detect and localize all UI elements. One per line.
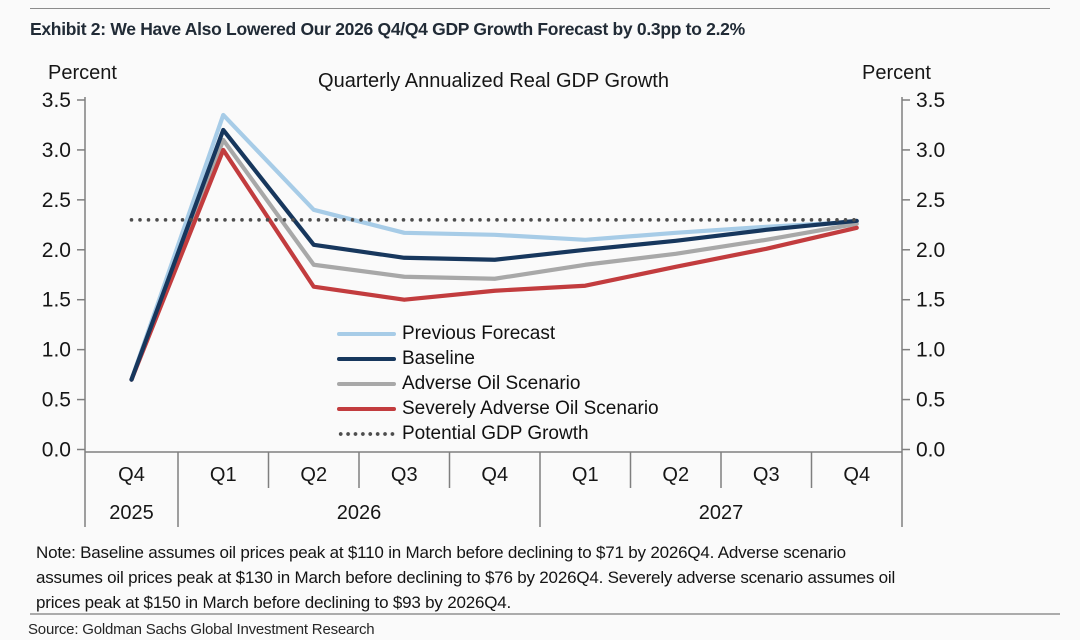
y-tick-label: 1.5 [916, 289, 945, 312]
legend-label: Baseline [402, 347, 475, 369]
legend-item-baseline: Baseline [337, 346, 659, 371]
legend-line-swatch [337, 356, 396, 361]
source-divider [30, 613, 1060, 615]
y-tick-label: 0.0 [42, 439, 71, 462]
legend-line-swatch [337, 381, 396, 386]
legend-item-adverse-oil-scenario: Adverse Oil Scenario [337, 371, 659, 396]
source-line: Source: Goldman Sachs Global Investment … [28, 621, 375, 638]
series-adverse-oil-scenario [129, 137, 859, 382]
left-axis-unit-label: Percent [48, 62, 117, 84]
y-tick-label: 3.5 [42, 89, 71, 112]
x-quarter-label: Q2 [300, 464, 327, 486]
x-quarter-label: Q4 [481, 464, 508, 486]
y-tick-label: 1.0 [42, 339, 71, 362]
y-tick-label: 0.5 [42, 389, 71, 412]
footnote-line: prices peak at $150 in March before decl… [36, 593, 512, 612]
x-quarter-label: Q1 [210, 464, 237, 486]
y-tick-label: 2.0 [916, 239, 945, 262]
x-quarter-label: Q3 [753, 464, 780, 486]
y-tick-label: 2.0 [42, 239, 71, 262]
y-tick-label: 0.5 [916, 389, 945, 412]
y-tick-label: 3.0 [42, 139, 71, 162]
legend-item-previous-forecast: Previous Forecast [337, 321, 659, 346]
footnote-line: assumes oil prices peak at $130 in March… [36, 568, 896, 587]
legend-label: Severely Adverse Oil Scenario [402, 397, 659, 419]
x-year-label: 2027 [699, 502, 744, 524]
x-axis-ticks: Q4 Q1 Q2 Q3 Q4 Q1 Q2 Q3 Q4 2025 2026 2027 [109, 452, 870, 527]
series-severely-adverse-oil-scenario [129, 147, 859, 382]
y-tick-label: 1.5 [42, 289, 71, 312]
exhibit-title: Exhibit 2: We Have Also Lowered Our 2026… [30, 19, 745, 39]
x-quarter-label: Q1 [572, 464, 599, 486]
legend-label: Potential GDP Growth [402, 422, 589, 444]
series-previous-forecast [129, 112, 859, 382]
legend-label: Previous Forecast [402, 322, 556, 344]
y-tick-label: 3.5 [916, 89, 945, 112]
footnote-line: Note: Baseline assumes oil prices peak a… [36, 543, 846, 562]
right-axis-unit-label: Percent [862, 62, 931, 84]
y-tick-label: 2.5 [42, 189, 71, 212]
chart-title: Quarterly Annualized Real GDP Growth [318, 70, 669, 92]
y-tick-label: 1.0 [916, 339, 945, 362]
chart-legend: Previous Forecast Baseline Adverse Oil Sce… [337, 321, 659, 446]
x-year-label: 2025 [109, 502, 154, 524]
y-tick-label: 2.5 [916, 189, 945, 212]
top-divider [30, 8, 1050, 9]
x-quarter-label: Q4 [843, 464, 870, 486]
legend-item-potential-gdp-growth: Potential GDP Growth [337, 421, 659, 446]
x-quarter-label: Q4 [118, 464, 145, 486]
x-year-label: 2026 [337, 502, 382, 524]
footnote: Note: Baseline assumes oil prices peak a… [36, 540, 996, 615]
y-tick-label: 0.0 [916, 439, 945, 462]
legend-label: Adverse Oil Scenario [402, 372, 581, 394]
series-baseline [129, 127, 859, 382]
y-tick-label: 3.0 [916, 139, 945, 162]
legend-dotted-line-swatch [337, 431, 396, 436]
x-quarter-label: Q2 [662, 464, 689, 486]
axes [84, 97, 903, 527]
x-quarter-label: Q3 [391, 464, 418, 486]
legend-line-swatch [337, 331, 396, 336]
legend-line-swatch [337, 406, 396, 411]
legend-item-severely-adverse-oil-scenario: Severely Adverse Oil Scenario [337, 396, 659, 421]
y-axis-ticks: 3.5 3.5 3.0 3.0 2.5 2.5 2.0 2.0 1.5 1.5 1.0 1.0 0.5 0… [42, 89, 945, 461]
